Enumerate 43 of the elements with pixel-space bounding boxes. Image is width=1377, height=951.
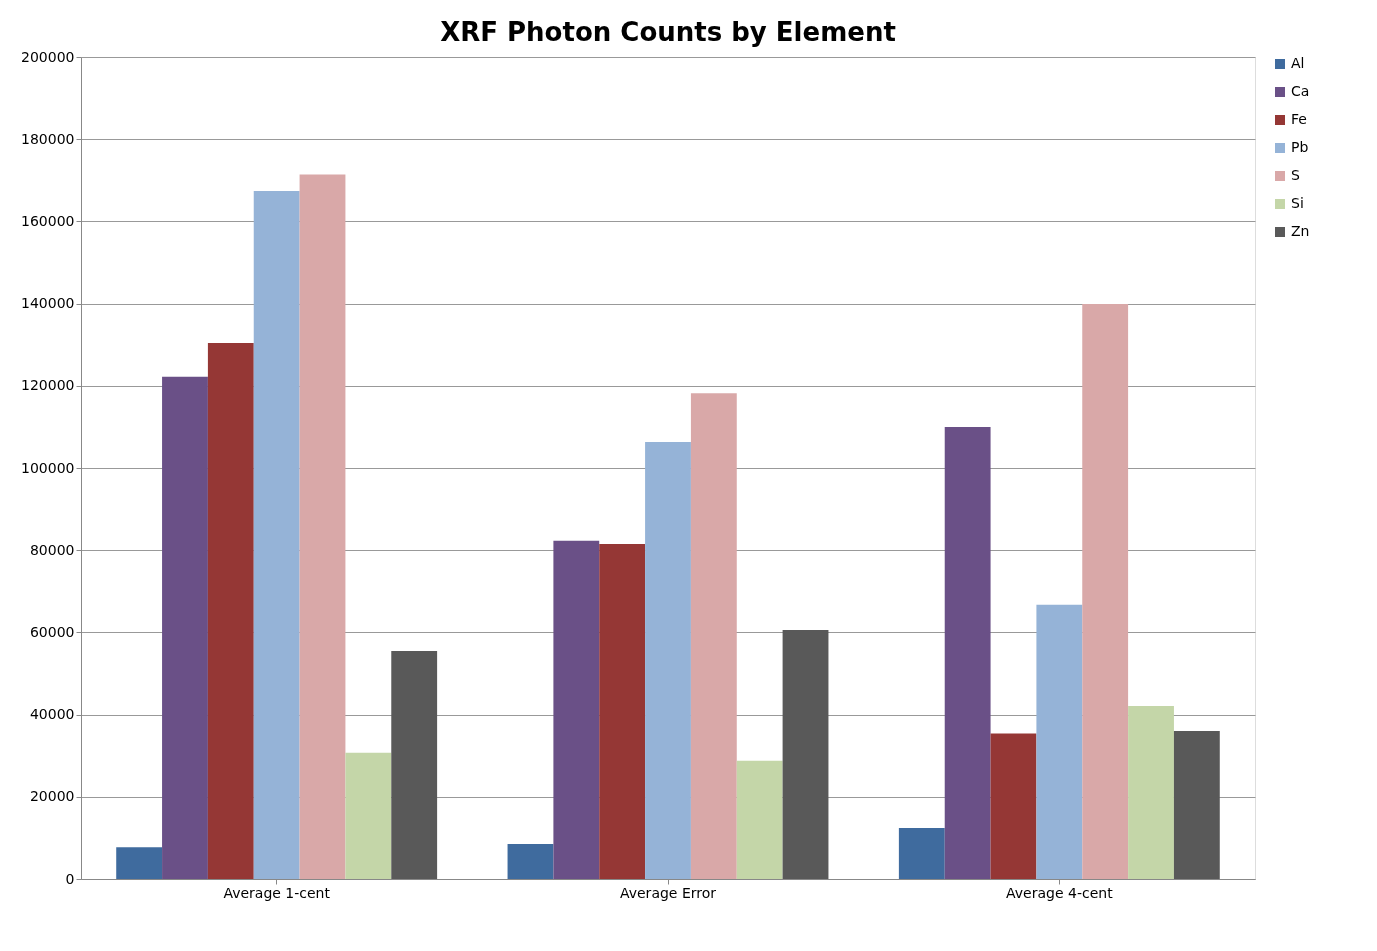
- bar: [253, 190, 300, 879]
- bar: [1082, 304, 1129, 879]
- bar: [207, 343, 254, 879]
- x-tick-label: Average 1-cent: [223, 884, 331, 901]
- y-tick-label: 100000: [21, 459, 75, 476]
- bar: [1128, 705, 1174, 879]
- y-tick-label: 140000: [21, 295, 75, 312]
- y-tick-label: 160000: [21, 212, 75, 229]
- x-tick-label: Average Error: [619, 884, 717, 901]
- bar: [645, 442, 691, 879]
- bar: [553, 540, 600, 879]
- x-tick-label: Average 4-cent: [1006, 884, 1114, 901]
- bar: [299, 174, 346, 879]
- y-tick-label: 60000: [29, 623, 75, 640]
- y-tick-label: 180000: [21, 130, 75, 147]
- chart-title: XRF Photon Counts by Element: [440, 17, 896, 47]
- bar: [782, 629, 829, 879]
- legend-label: Ca: [1291, 83, 1310, 99]
- y-tick-label: 40000: [29, 706, 75, 723]
- bar: [391, 650, 438, 879]
- y-tick-label: 200000: [21, 48, 75, 65]
- legend-label: Al: [1291, 55, 1305, 71]
- bar: [736, 760, 783, 879]
- bar: [1036, 604, 1083, 879]
- bar: [162, 376, 208, 879]
- y-tick-label: 120000: [21, 377, 75, 394]
- legend-label: S: [1291, 167, 1300, 183]
- legend-label: Si: [1291, 195, 1304, 211]
- bar: [944, 426, 991, 879]
- bar: [345, 752, 392, 879]
- bar: [1173, 731, 1220, 879]
- bar: [116, 847, 163, 879]
- y-tick-label: 80000: [29, 541, 75, 558]
- bar: [507, 844, 554, 879]
- legend-label: Fe: [1291, 111, 1307, 127]
- bar: [898, 828, 945, 879]
- y-tick-label: 20000: [29, 788, 75, 805]
- bar: [990, 733, 1037, 879]
- bar: [690, 393, 737, 879]
- y-tick-label: 0: [65, 870, 75, 887]
- bar: [599, 544, 646, 879]
- legend-label: Zn: [1291, 223, 1310, 239]
- legend-label: Pb: [1291, 139, 1309, 155]
